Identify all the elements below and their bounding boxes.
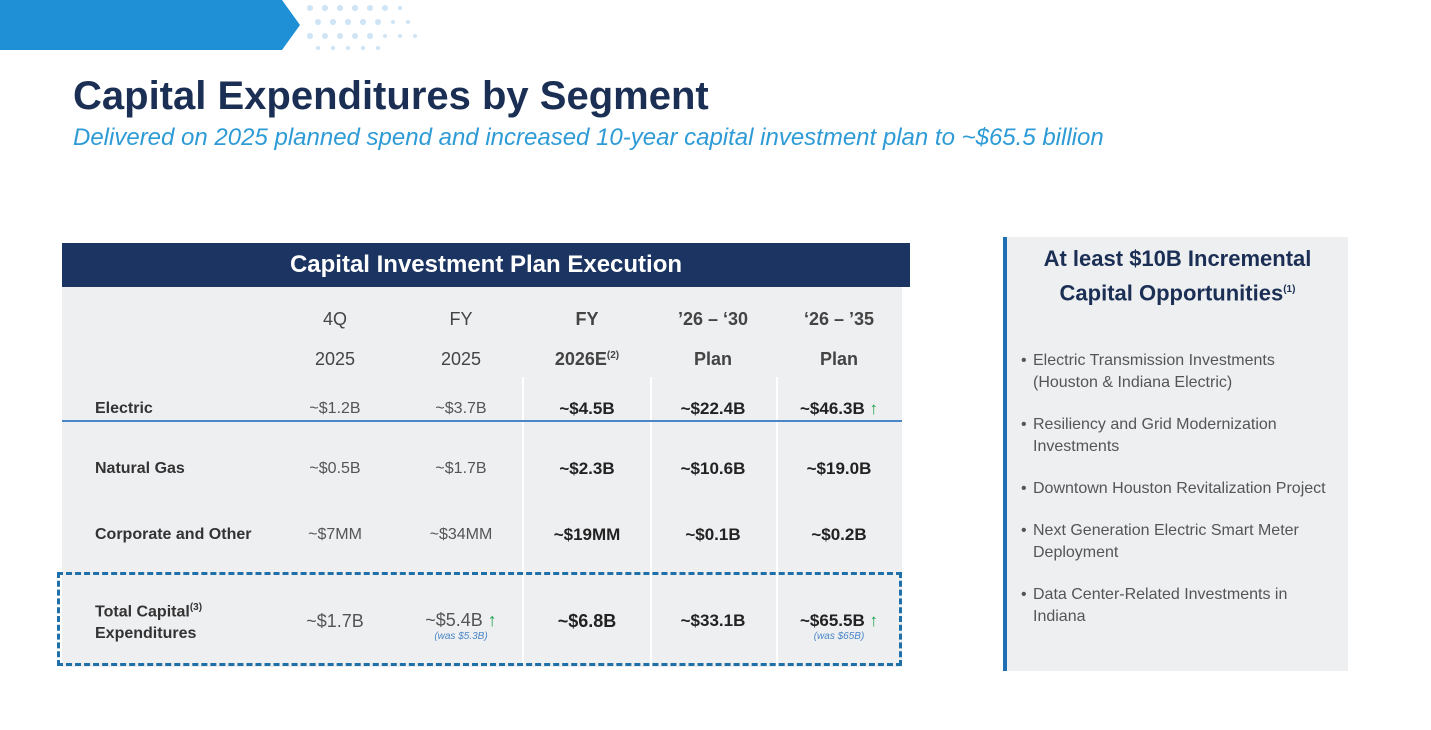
cell: ~$2.3B (559, 459, 615, 478)
cell: ~$22.4B (680, 399, 746, 418)
up-arrow: ↑ (487, 610, 497, 631)
opportunity-item: Electric Transmission Investments (Houst… (1021, 350, 1328, 394)
banner-dots (307, 5, 417, 50)
up-arrow: ↑ (869, 610, 878, 630)
title: Capital Expenditures by Segment (73, 74, 709, 118)
footnote-ref: (1) (1283, 284, 1296, 295)
cell: ~$3.7B (435, 400, 487, 417)
row-label: Corporate and Other (95, 526, 252, 543)
footnote-ref: (3) (189, 602, 203, 613)
cell: ~$6.8B (557, 610, 617, 631)
row-label: Total Capital(3) Expenditures (62, 597, 272, 645)
opportunity-item: Resiliency and Grid Modernization Invest… (1021, 414, 1328, 458)
header-banner (0, 0, 417, 50)
column-separator (650, 377, 652, 667)
column-header: Plan (819, 349, 858, 369)
cell: ~$19MM (553, 525, 621, 544)
cell: ~$33.1B (680, 611, 746, 631)
cell-text: ~$5.4B (425, 610, 483, 631)
opportunity-item: Downtown Houston Revitalization Project (1021, 478, 1328, 500)
column-separator (776, 377, 778, 667)
column-header: Plan (693, 349, 732, 369)
table-title: Capital Investment Plan Execution (62, 243, 910, 287)
table-row: Corporate and Other ~$7MM ~$34MM ~$19MM … (62, 525, 902, 545)
total-label: Total Capital (95, 603, 190, 621)
previous-value: (was $5.3B) (434, 631, 488, 643)
cell: ~$1.2B (309, 400, 361, 417)
header-row: 2025 2025 2026E(2) Plan Plan (62, 349, 902, 370)
header-rule (62, 420, 902, 422)
column-header: 2026E(2) (524, 349, 650, 370)
row-label: Natural Gas (95, 460, 185, 477)
cell: ~$34MM (429, 526, 493, 543)
cell: ~$7MM (308, 526, 362, 543)
cell-text: ~$46.3B (800, 399, 865, 418)
opportunity-item: Next Generation Electric Smart Meter Dep… (1021, 520, 1328, 564)
column-separator (522, 377, 524, 667)
column-header: FY (575, 309, 599, 329)
total-row: Total Capital(3) Expenditures ~$1.7B ~$5.… (62, 597, 902, 645)
column-header: 2025 (440, 349, 482, 369)
table: Capital Investment Plan Execution 4Q FY … (57, 243, 910, 673)
column-header: 4Q (322, 309, 347, 329)
cell: ~$0.5B (309, 460, 361, 477)
cell: ~$46.3B ↑ (776, 399, 902, 419)
table-row: Natural Gas ~$0.5B ~$1.7B ~$2.3B ~$10.6B… (62, 459, 902, 479)
cell: ~$19.0B (806, 459, 872, 478)
column-header: FY (449, 309, 473, 329)
previous-value: (was $65B) (813, 630, 865, 642)
cell: ~$1.7B (306, 610, 364, 631)
column-header: 2025 (314, 349, 356, 369)
table-row: Electric ~$1.2B ~$3.7B ~$4.5B ~$22.4B ~$… (62, 399, 902, 419)
cell: ~$65.5B ↑ (was $65B) (776, 601, 902, 642)
cell-text: ~$65.5B (800, 610, 865, 630)
banner-arrow (0, 0, 300, 50)
sidebar: At least $10B Incremental Capital Opportu… (1003, 237, 1348, 671)
column-header: ‘26 – ’35 (803, 309, 875, 329)
cell: ~$5.4B ↑ (was $5.3B) (398, 600, 524, 642)
opportunity-item: Data Center-Related Investments in India… (1021, 584, 1328, 628)
column-header-text: 2026E (554, 349, 607, 369)
column-header: ’26 – ‘30 (677, 309, 749, 329)
cell: ~$0.1B (685, 525, 741, 544)
table-body: 4Q FY FY ’26 – ‘30 ‘26 – ’35 2025 2025 2… (62, 287, 902, 667)
subtitle: Delivered on 2025 planned spend and incr… (73, 124, 1104, 151)
sidebar-title-line: At least $10B Incremental (1043, 246, 1312, 271)
total-highlight (57, 572, 902, 666)
sidebar-title: At least $10B Incremental Capital Opportu… (1007, 243, 1348, 308)
cell: ~$0.2B (811, 525, 867, 544)
total-label: Expenditures (95, 625, 197, 643)
cell: ~$4.5B (559, 399, 615, 418)
cell: ~$10.6B (680, 459, 746, 478)
footnote-ref: (2) (606, 350, 620, 361)
row-label: Electric (95, 400, 153, 417)
cell: ~$1.7B (435, 460, 487, 477)
up-arrow: ↑ (869, 399, 878, 418)
header-row: 4Q FY FY ’26 – ‘30 ‘26 – ’35 (62, 309, 902, 330)
sidebar-title-line: Capital Opportunities (1059, 280, 1284, 306)
opportunity-list: Electric Transmission Investments (Houst… (1007, 350, 1348, 628)
